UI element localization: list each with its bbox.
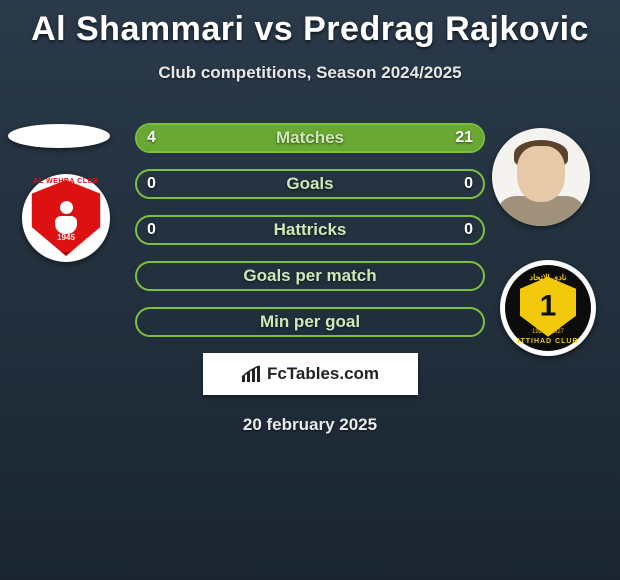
- player1-club-badge: AL WEHDA CLUB 1945: [22, 174, 110, 262]
- player2-avatar: [492, 128, 590, 226]
- stat-label: Min per goal: [137, 312, 483, 332]
- stat-label: Matches: [137, 128, 483, 148]
- player1-avatar: [8, 124, 110, 148]
- stat-label: Hattricks: [137, 220, 483, 240]
- stat-row: 00Hattricks: [135, 215, 485, 245]
- comparison-bars: 421Matches 00Goals 00Hattricks Goals per ma…: [135, 123, 485, 337]
- stat-row: 421Matches: [135, 123, 485, 153]
- player2-club-badge: نادي الاتحاد 1 1927 · 1927 ITTIHAD CLUB: [500, 260, 596, 356]
- brand-box: FcTables.com: [203, 353, 418, 395]
- stat-label: Goals: [137, 174, 483, 194]
- brand-chart-icon: [241, 365, 261, 383]
- stat-label: Goals per match: [137, 266, 483, 286]
- subtitle: Club competitions, Season 2024/2025: [0, 63, 620, 83]
- stat-row: Goals per match: [135, 261, 485, 291]
- brand-text: FcTables.com: [267, 364, 379, 384]
- date-text: 20 february 2025: [0, 415, 620, 435]
- stat-row: Min per goal: [135, 307, 485, 337]
- stat-row: 00Goals: [135, 169, 485, 199]
- page-title: Al Shammari vs Predrag Rajkovic: [0, 0, 620, 49]
